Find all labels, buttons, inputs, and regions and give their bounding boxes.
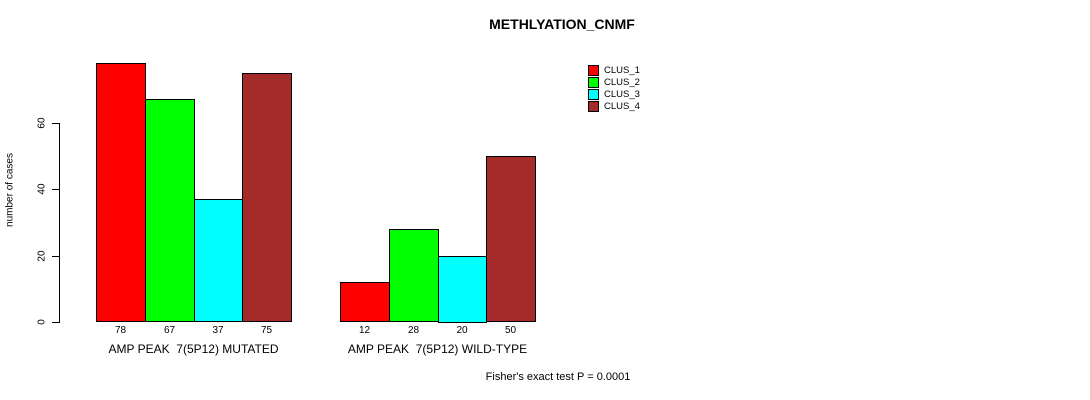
annotation-text: Fisher's exact test P = 0.0001 [485, 371, 631, 383]
bar-value-label: 37 [212, 325, 224, 336]
y-axis-tick [52, 322, 59, 323]
legend-label: CLUS_3 [604, 88, 640, 100]
y-axis-tick [52, 123, 59, 124]
y-axis-tick-label: 0 [36, 319, 48, 325]
y-axis-tick [52, 189, 59, 190]
y-axis-label: number of cases [4, 153, 16, 227]
legend-swatch-icon [588, 64, 599, 76]
bar-clus_2-group2 [389, 229, 439, 322]
bar-value-label: 50 [504, 325, 517, 336]
legend-item-clus_1: CLUS_1 [588, 64, 640, 76]
y-axis-tick [52, 256, 59, 257]
y-axis-tick-label: 60 [36, 117, 48, 129]
x-axis-group-label: AMP PEAK 7(5P12) WILD-TYPE [347, 342, 528, 356]
y-axis-tick-label: 20 [36, 250, 48, 262]
bar-value-label: 28 [407, 325, 420, 336]
legend-swatch-icon [588, 100, 599, 112]
bar-clus_1-group2 [340, 282, 390, 322]
bar-clus_4-group2 [486, 156, 536, 322]
legend-label: CLUS_4 [604, 100, 640, 112]
legend-swatch-icon [588, 88, 599, 100]
bar-clus_4-group1 [242, 73, 292, 322]
legend-item-clus_2: CLUS_2 [588, 76, 640, 88]
legend-item-clus_3: CLUS_3 [588, 88, 640, 100]
y-axis-tick-label: 40 [36, 183, 48, 195]
bar-clus_2-group1 [145, 99, 195, 322]
bar-value-label: 12 [358, 325, 371, 336]
bar-value-label: 67 [163, 325, 176, 336]
bar-value-label: 75 [260, 325, 273, 336]
legend-label: CLUS_1 [604, 64, 640, 76]
chart-title: METHLYATION_CNMF [489, 16, 635, 32]
legend: CLUS_1 CLUS_2 CLUS_3 CLUS_4 [588, 64, 640, 112]
x-axis-group-label: AMP PEAK 7(5P12) MUTATED [108, 342, 279, 356]
bar-value-label: 78 [114, 325, 127, 336]
legend-item-clus_4: CLUS_4 [588, 100, 640, 112]
bar-clus_1-group1 [96, 63, 146, 322]
y-axis-line [59, 122, 60, 323]
bar-clus_3-group1 [194, 199, 243, 322]
bar-value-label: 20 [456, 325, 468, 336]
bar-clus_3-group2 [438, 256, 487, 323]
legend-label: CLUS_2 [604, 76, 640, 88]
legend-swatch-icon [588, 76, 599, 88]
